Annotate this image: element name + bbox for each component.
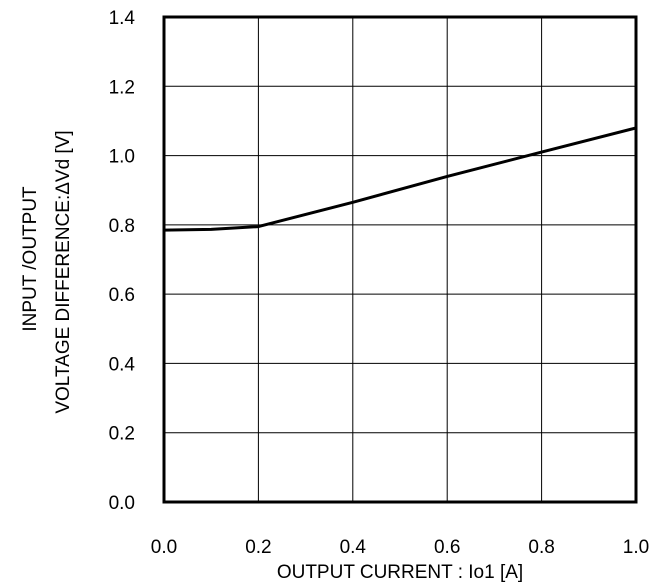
x-tick-label: 0.6 <box>434 537 460 558</box>
x-tick-label: 0.0 <box>151 537 177 558</box>
grid-lines <box>163 16 637 503</box>
plot-frame <box>162 15 638 504</box>
y-tick-label: 0.6 <box>109 285 135 306</box>
y-axis-label-line2: VOLTAGE DIFFERENCE:ΔVd [V] <box>53 130 74 413</box>
y-tick-label: 0.4 <box>109 354 136 375</box>
y-axis-label-line1: INPUT /OUTPUT <box>20 186 41 332</box>
y-tick-label: 0.2 <box>109 424 135 445</box>
y-tick-label: 1.4 <box>109 8 136 29</box>
y-tick-label: 0.8 <box>109 216 135 237</box>
x-tick-label: 0.8 <box>528 537 554 558</box>
y-tick-labels: 0.0 0.2 0.4 0.6 0.8 1.0 1.2 1.4 <box>109 8 136 514</box>
x-axis-label: OUTPUT CURRENT : Io1 [A] <box>277 562 523 583</box>
y-tick-label: 0.0 <box>109 493 135 514</box>
y-tick-label: 1.2 <box>109 77 135 98</box>
y-tick-label: 1.0 <box>109 147 135 168</box>
x-tick-labels: 0.0 0.2 0.4 0.6 0.8 1.0 <box>151 537 649 558</box>
series-line <box>163 126 637 232</box>
x-tick-label: 0.2 <box>245 537 271 558</box>
x-tick-label: 1.0 <box>623 537 649 558</box>
x-tick-label: 0.4 <box>340 537 367 558</box>
